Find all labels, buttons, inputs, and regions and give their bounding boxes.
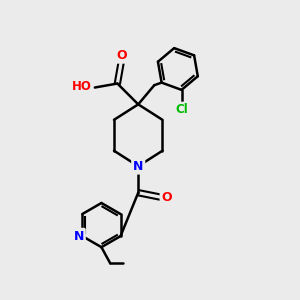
Text: N: N [74, 230, 84, 243]
Text: Cl: Cl [175, 103, 188, 116]
Text: O: O [161, 190, 172, 204]
Text: N: N [133, 160, 143, 173]
Text: O: O [116, 49, 127, 62]
Text: HO: HO [72, 80, 92, 93]
